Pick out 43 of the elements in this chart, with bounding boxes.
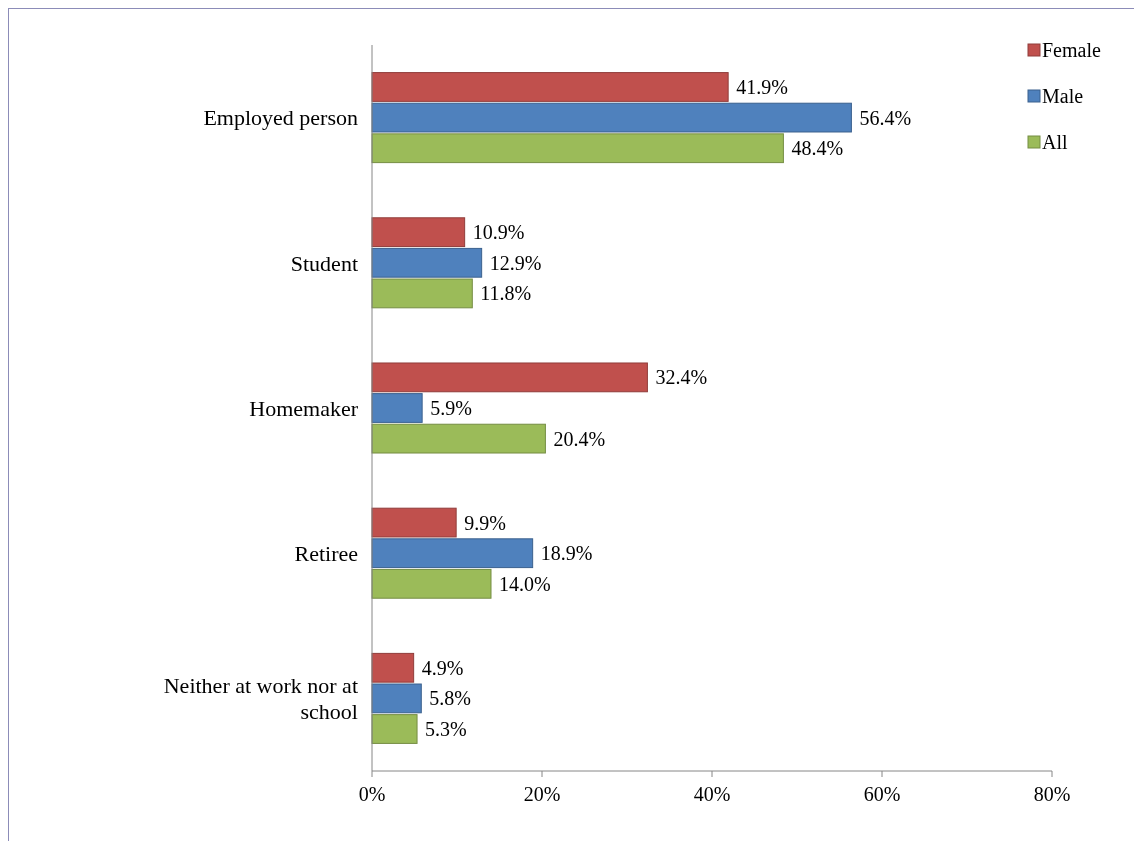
x-tick-label: 60% — [863, 783, 901, 805]
bar — [371, 102, 852, 133]
legend-label: Female — [1042, 39, 1101, 61]
data-label: 14.0% — [499, 572, 551, 595]
data-label: 4.9% — [421, 656, 464, 679]
bar — [371, 652, 415, 683]
data-label: 5.9% — [430, 397, 472, 419]
y-tick-label: Employed person — [203, 105, 358, 131]
bar — [371, 362, 648, 393]
x-tick-label: 40% — [693, 783, 731, 805]
bar — [371, 278, 473, 309]
data-label: 5.3% — [425, 718, 467, 741]
bar — [371, 247, 483, 278]
bar — [371, 714, 418, 744]
data-label: 12.9% — [489, 251, 542, 274]
bar — [371, 507, 457, 538]
data-label: 11.8% — [480, 282, 532, 305]
data-label: 20.4% — [553, 427, 606, 450]
y-tick-label: Student — [290, 250, 358, 276]
y-tick-label: Homemaker — [249, 395, 359, 421]
data-label: 41.9% — [736, 75, 788, 98]
data-label: 5.8% — [429, 687, 471, 710]
bar — [371, 538, 534, 569]
data-label: 10.9% — [472, 221, 525, 244]
bar — [371, 423, 546, 454]
bar — [371, 217, 466, 248]
y-tick-label: Neither at work nor at school — [163, 673, 358, 725]
legend-label: All — [1042, 131, 1068, 153]
data-label: 48.4% — [791, 137, 844, 160]
bar — [371, 683, 422, 714]
bar — [371, 72, 729, 102]
data-label: 32.4% — [655, 366, 708, 389]
bar — [371, 393, 423, 423]
y-tick-label: Retiree — [294, 540, 358, 566]
legend-label: Male — [1042, 85, 1084, 107]
data-label: 18.9% — [540, 542, 593, 565]
bar — [371, 133, 784, 164]
bar — [371, 568, 492, 599]
x-tick-label: 80% — [1033, 783, 1071, 805]
x-tick-label: 20% — [523, 783, 561, 805]
data-label: 9.9% — [464, 511, 506, 534]
x-tick-label: 0% — [358, 783, 386, 805]
data-label: 56.4% — [859, 106, 912, 129]
